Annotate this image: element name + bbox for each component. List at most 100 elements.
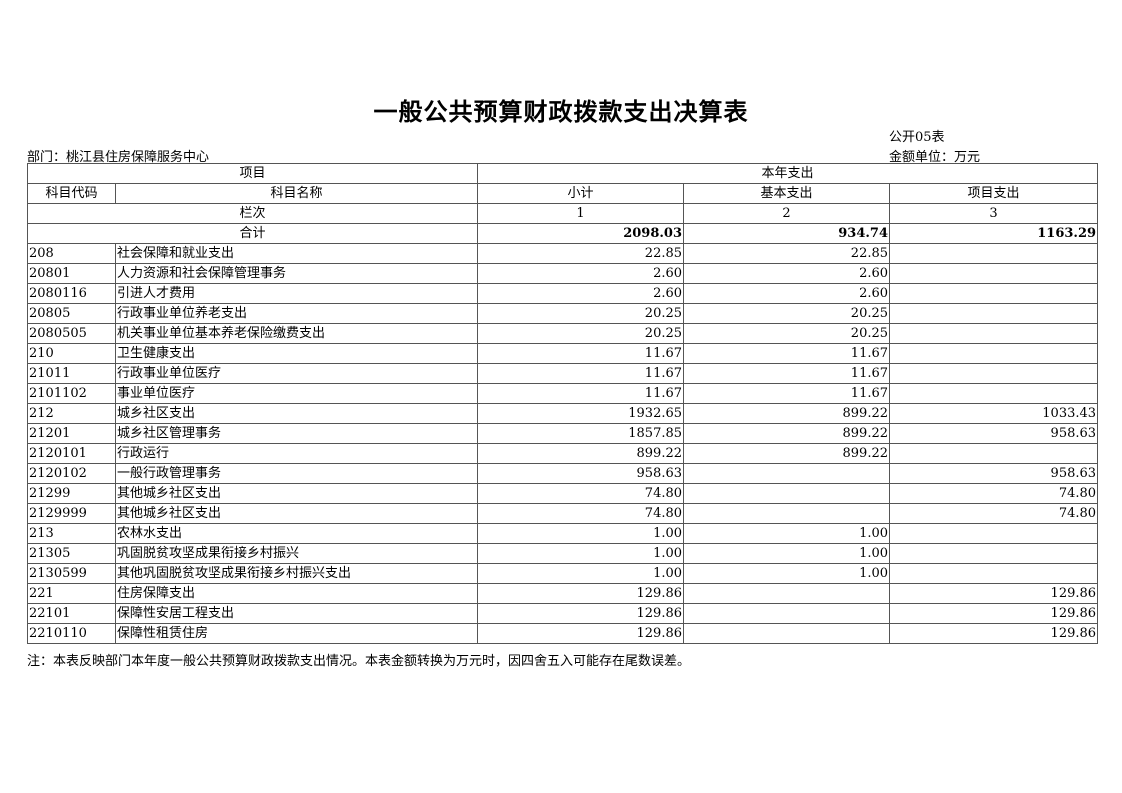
cell-basic: 20.25 xyxy=(683,323,891,344)
footnote: 注：本表反映部门本年度一般公共预算财政拨款支出情况。本表金额转换为万元时，因四舍… xyxy=(27,654,691,669)
cell-name: 保障性租赁住房 xyxy=(114,623,479,644)
total-subtotal: 2098.03 xyxy=(477,223,685,244)
table-row: 22101 保障性安居工程支出 129.86 129.86 xyxy=(27,603,1099,624)
cell-basic: 1.00 xyxy=(683,563,891,584)
cell-basic: 2.60 xyxy=(683,283,891,304)
cell-project xyxy=(889,383,1099,404)
table-row: 2101102 事业单位医疗 11.67 11.67 xyxy=(27,383,1099,404)
cell-subtotal: 129.86 xyxy=(477,623,685,644)
cell-code: 221 xyxy=(27,583,116,604)
table-row: 2080505 机关事业单位基本养老保险缴费支出 20.25 20.25 xyxy=(27,323,1099,344)
cell-name: 其他城乡社区支出 xyxy=(114,503,479,524)
header-row-1: 项目 本年支出 xyxy=(26,163,1099,184)
table-row: 21299 其他城乡社区支出 74.80 74.80 xyxy=(27,483,1099,504)
cell-code: 2080505 xyxy=(27,323,116,344)
cell-code: 2210110 xyxy=(27,623,116,644)
table-row: 2080116 引进人才费用 2.60 2.60 xyxy=(27,283,1099,304)
column-index-2: 2 xyxy=(683,203,891,224)
cell-basic xyxy=(683,463,891,484)
cell-subtotal: 20.25 xyxy=(477,323,685,344)
cell-code: 2120101 xyxy=(27,443,116,464)
cell-subtotal: 11.67 xyxy=(477,343,685,364)
table-row: 213 农林水支出 1.00 1.00 xyxy=(27,523,1099,544)
cell-name: 住房保障支出 xyxy=(114,583,479,604)
cell-subtotal: 1.00 xyxy=(477,543,685,564)
cell-subtotal: 129.86 xyxy=(477,603,685,624)
cell-name: 其他巩固脱贫攻坚成果衔接乡村振兴支出 xyxy=(114,563,479,584)
cell-basic: 20.25 xyxy=(683,303,891,324)
cell-project xyxy=(889,543,1099,564)
expenditure-table: 项目 本年支出 科目代码 科目名称 小计 基本支出 项目支出 栏次 1 2 3 … xyxy=(26,163,1099,644)
table-row: 2120102 一般行政管理事务 958.63 958.63 xyxy=(27,463,1099,484)
cell-name: 其他城乡社区支出 xyxy=(114,483,479,504)
cell-subtotal: 1932.65 xyxy=(477,403,685,424)
table-row: 20805 行政事业单位养老支出 20.25 20.25 xyxy=(27,303,1099,324)
cell-basic: 11.67 xyxy=(683,363,891,384)
cell-name: 行政事业单位养老支出 xyxy=(114,303,479,324)
cell-project: 74.80 xyxy=(889,503,1099,524)
cell-name: 事业单位医疗 xyxy=(114,383,479,404)
cell-code: 213 xyxy=(27,523,116,544)
table-row: 210 卫生健康支出 11.67 11.67 xyxy=(27,343,1099,364)
column-index-label: 栏次 xyxy=(26,203,479,224)
cell-project xyxy=(889,443,1099,464)
cell-basic: 899.22 xyxy=(683,403,891,424)
cell-basic xyxy=(683,603,891,624)
cell-project: 74.80 xyxy=(889,483,1099,504)
cell-project xyxy=(889,303,1099,324)
cell-project: 1033.43 xyxy=(889,403,1099,424)
header-subtotal: 小计 xyxy=(477,183,685,204)
cell-code: 22101 xyxy=(27,603,116,624)
column-index-row: 栏次 1 2 3 xyxy=(26,203,1099,224)
cell-name: 城乡社区支出 xyxy=(114,403,479,424)
cell-project xyxy=(889,263,1099,284)
cell-code: 21201 xyxy=(27,423,116,444)
cell-basic xyxy=(683,483,891,504)
cell-name: 城乡社区管理事务 xyxy=(114,423,479,444)
cell-project: 129.86 xyxy=(889,623,1099,644)
cell-project: 958.63 xyxy=(889,423,1099,444)
cell-subtotal: 129.86 xyxy=(477,583,685,604)
column-index-1: 1 xyxy=(477,203,685,224)
total-row: 合计 2098.03 934.74 1163.29 xyxy=(26,223,1099,244)
table-row: 20801 人力资源和社会保障管理事务 2.60 2.60 xyxy=(27,263,1099,284)
cell-subtotal: 11.67 xyxy=(477,383,685,404)
cell-code: 21011 xyxy=(27,363,116,384)
cell-subtotal: 1.00 xyxy=(477,523,685,544)
cell-code: 210 xyxy=(27,343,116,364)
total-label: 合计 xyxy=(26,223,479,244)
cell-code: 20801 xyxy=(27,263,116,284)
cell-basic xyxy=(683,623,891,644)
cell-project xyxy=(889,283,1099,304)
cell-project xyxy=(889,563,1099,584)
table-row: 2210110 保障性租赁住房 129.86 129.86 xyxy=(27,623,1099,644)
column-index-3: 3 xyxy=(889,203,1099,224)
cell-name: 卫生健康支出 xyxy=(114,343,479,364)
cell-code: 21305 xyxy=(27,543,116,564)
cell-basic: 22.85 xyxy=(683,243,891,264)
department-label: 部门：桃江县住房保障服务中心 xyxy=(27,150,210,165)
cell-name: 巩固脱贫攻坚成果衔接乡村振兴 xyxy=(114,543,479,564)
cell-subtotal: 899.22 xyxy=(477,443,685,464)
cell-basic: 11.67 xyxy=(683,343,891,364)
header-project: 项目支出 xyxy=(889,183,1099,204)
cell-basic: 2.60 xyxy=(683,263,891,284)
table-row: 21201 城乡社区管理事务 1857.85 899.22 958.63 xyxy=(27,423,1099,444)
cell-project xyxy=(889,363,1099,384)
cell-subtotal: 958.63 xyxy=(477,463,685,484)
table-row: 208 社会保障和就业支出 22.85 22.85 xyxy=(27,243,1099,264)
unit-label: 金额单位：万元 xyxy=(889,150,981,165)
cell-name: 引进人才费用 xyxy=(114,283,479,304)
header-current-year: 本年支出 xyxy=(477,163,1099,184)
cell-basic xyxy=(683,583,891,604)
total-project: 1163.29 xyxy=(889,223,1099,244)
total-basic: 934.74 xyxy=(683,223,891,244)
cell-subtotal: 1.00 xyxy=(477,563,685,584)
cell-code: 20805 xyxy=(27,303,116,324)
cell-basic: 1.00 xyxy=(683,543,891,564)
table-row: 221 住房保障支出 129.86 129.86 xyxy=(27,583,1099,604)
cell-basic xyxy=(683,503,891,524)
cell-name: 行政运行 xyxy=(114,443,479,464)
cell-code: 2130599 xyxy=(27,563,116,584)
header-name: 科目名称 xyxy=(114,183,479,204)
